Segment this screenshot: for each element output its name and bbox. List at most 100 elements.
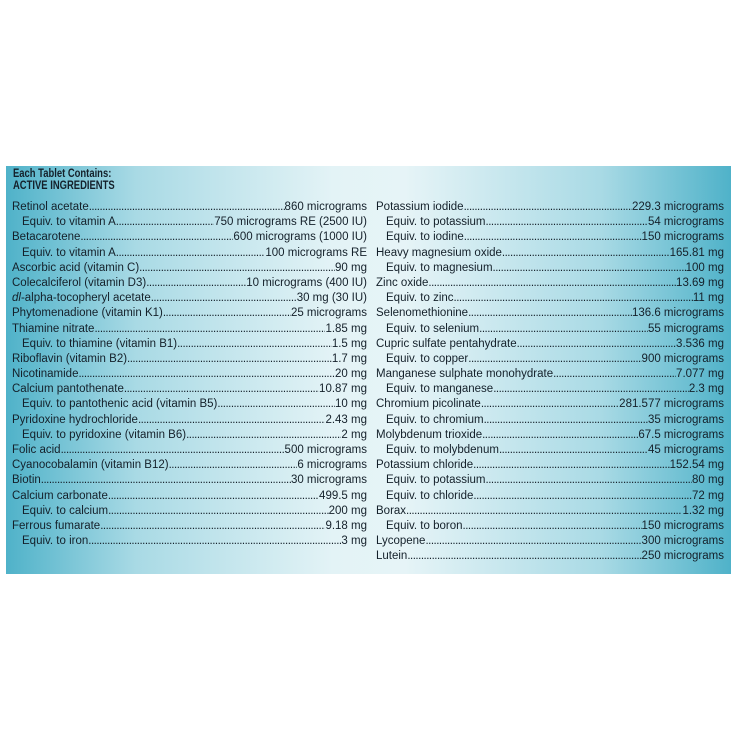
ingredient-row: Equiv. to thiamine (vitamin B1) 1.5 mg xyxy=(12,337,367,352)
ingredient-row: Colecalciferol (vitamin D3) 10 micrograms… xyxy=(12,276,367,291)
ingredient-amount: 10 micrograms (400 IU) xyxy=(246,276,367,289)
ingredient-row: Equiv. to vitamin A 750 micrograms RE (25… xyxy=(12,215,367,230)
ingredient-name: Colecalciferol (vitamin D3) xyxy=(12,276,147,289)
ingredient-name: Phytomenadione (vitamin K1) xyxy=(12,307,163,320)
ingredient-name: Equiv. to copper xyxy=(386,352,469,365)
dot-leader xyxy=(108,504,329,519)
ingredient-row: Ferrous fumarate 9.18 mg xyxy=(12,519,367,534)
right-ingredient-column: Potassium iodide 229.3 micrograms Equiv. t… xyxy=(376,200,724,565)
ingredient-row: Equiv. to magnesium 100 mg xyxy=(376,261,724,276)
ingredient-row: Equiv. to copper 900 micrograms xyxy=(376,352,724,367)
ingredient-name: Equiv. to chromium xyxy=(386,413,484,426)
ingredient-row: Ascorbic acid (vitamin C) 90 mg xyxy=(12,261,367,276)
ingredient-name: Selenomethionine xyxy=(376,307,469,320)
ingredient-row: Pyridoxine hydrochloride 2.43 mg xyxy=(12,413,367,428)
ingredient-row: Equiv. to potassium 54 micrograms xyxy=(376,215,724,230)
ingredient-amount: 600 micrograms (1000 IU) xyxy=(233,231,367,244)
dot-leader xyxy=(493,261,686,276)
ingredient-name: Potassium iodide xyxy=(376,201,464,213)
dot-leader xyxy=(41,473,291,488)
ingredient-row: Equiv. to selenium 55 micrograms xyxy=(376,322,724,337)
ingredient-row: Manganese sulphate monohydrate 7.077 mg xyxy=(376,367,724,382)
ingredient-amount: 136.6 micrograms xyxy=(631,307,724,320)
ingredient-row: Biotin 30 micrograms xyxy=(12,473,367,488)
ingredient-amount: 100 mg xyxy=(685,261,724,274)
dot-leader xyxy=(463,519,642,534)
ingredient-amount: 1.32 mg xyxy=(682,504,724,517)
ingredient-amount: 30 mg (30 IU) xyxy=(296,292,367,305)
ingredient-name: Nicotinamide xyxy=(12,368,79,381)
ingredient-amount: 20 mg xyxy=(335,368,367,381)
ingredient-row: Equiv. to molybdenum 45 micrograms xyxy=(376,443,724,458)
dot-leader xyxy=(486,473,693,488)
ingredient-amount: 25 micrograms xyxy=(290,307,367,320)
dot-leader xyxy=(553,367,676,382)
ingredient-name: Molybdenum trioxide xyxy=(376,428,483,441)
ingredient-amount: 1.5 mg xyxy=(331,337,367,350)
ingredient-amount: 10 mg xyxy=(335,398,367,411)
ingredient-name: Equiv. to chloride xyxy=(386,489,474,502)
ingredient-name: Equiv. to vitamin A xyxy=(22,246,116,259)
ingredient-amount: 200 mg xyxy=(328,504,367,517)
ingredient-amount: 9.18 mg xyxy=(325,519,367,532)
ingredient-row: Riboflavin (vitamin B2) 1.7 mg xyxy=(12,352,367,367)
ingredient-amount: 165.81 mg xyxy=(669,246,724,259)
dot-leader xyxy=(163,306,291,321)
dot-leader xyxy=(217,397,335,412)
ingredient-amount: 11 mg xyxy=(692,292,724,305)
ingredient-row: Lutein 250 micrograms xyxy=(376,549,724,564)
ingredient-amount: 900 micrograms xyxy=(641,352,724,365)
ingredient-row: Equiv. to chloride 72 mg xyxy=(376,489,724,504)
dot-leader xyxy=(517,337,676,352)
ingredients-panel: Each Tablet Contains: ACTIVE INGREDIENTS… xyxy=(6,166,731,574)
ingredient-name: Riboflavin (vitamin B2) xyxy=(12,352,128,365)
ingredient-amount: 300 micrograms xyxy=(641,535,724,548)
ingredient-amount: 750 micrograms RE (2500 IU) xyxy=(214,216,367,229)
ingredient-row: Heavy magnesium oxide 165.81 mg xyxy=(376,246,724,261)
ingredient-amount: 499.5 mg xyxy=(319,489,367,502)
dot-leader xyxy=(468,306,632,321)
ingredient-row: Betacarotene 600 micrograms (1000 IU) xyxy=(12,230,367,245)
ingredient-name: Biotin xyxy=(12,474,41,487)
ingredient-name: Heavy magnesium oxide xyxy=(376,246,502,259)
dot-leader xyxy=(89,200,285,215)
ingredient-row: Borax 1.32 mg xyxy=(376,504,724,519)
ingredient-row: Cyanocobalamin (vitamin B12) 6 micrograms xyxy=(12,458,367,473)
ingredient-name: Equiv. to pantothenic acid (vitamin B5) xyxy=(22,398,218,411)
ingredient-row: Potassium chloride 152.54 mg xyxy=(376,458,724,473)
ingredient-name: Equiv. to iodine xyxy=(386,231,464,244)
ingredient-name: Folic acid xyxy=(12,444,61,456)
dot-leader xyxy=(454,291,693,306)
dot-leader xyxy=(146,276,246,291)
ingredient-row: dl-alpha-tocopheryl acetate 30 mg (30 IU) xyxy=(12,291,367,306)
ingredient-amount: 2 mg xyxy=(341,428,367,441)
ingredient-row: Phytomenadione (vitamin K1) 25 micrograms xyxy=(12,306,367,321)
ingredient-name: Equiv. to zinc xyxy=(386,292,454,305)
dot-leader xyxy=(484,413,648,428)
dot-leader xyxy=(138,413,326,428)
dot-leader xyxy=(493,382,689,397)
ingredient-name: Cyanocobalamin (vitamin B12) xyxy=(12,459,169,472)
ingredient-amount: 30 micrograms xyxy=(290,474,367,487)
dot-leader xyxy=(94,322,325,337)
ingredient-amount: 250 micrograms xyxy=(641,550,724,563)
ingredient-amount: 13.69 mg xyxy=(676,276,724,289)
ingredient-name: Equiv. to molybdenum xyxy=(386,444,499,456)
ingredient-name: Equiv. to thiamine (vitamin B1) xyxy=(22,337,178,350)
ingredient-name: Equiv. to iron xyxy=(22,535,89,548)
ingredient-amount: 229.3 micrograms xyxy=(631,201,724,213)
ingredient-amount: 1.7 mg xyxy=(331,352,367,365)
dot-leader xyxy=(186,428,341,443)
ingredient-row: Chromium picolinate 281.577 micrograms xyxy=(376,397,724,412)
ingredient-name: Lycopene xyxy=(376,535,426,548)
ingredient-amount: 150 micrograms xyxy=(641,519,724,532)
ingredient-row: Nicotinamide 20 mg xyxy=(12,367,367,382)
dot-leader xyxy=(151,291,297,306)
dot-leader xyxy=(116,246,266,261)
ingredient-amount: 55 micrograms xyxy=(647,322,724,335)
ingredient-row: Calcium carbonate 499.5 mg xyxy=(12,489,367,504)
ingredient-amount: 281.577 micrograms xyxy=(619,398,724,411)
ingredient-amount: 90 mg xyxy=(335,261,367,274)
ingredient-name: Betacarotene xyxy=(12,231,81,244)
ingredient-row: Equiv. to vitamin A 100 micrograms RE xyxy=(12,246,367,261)
